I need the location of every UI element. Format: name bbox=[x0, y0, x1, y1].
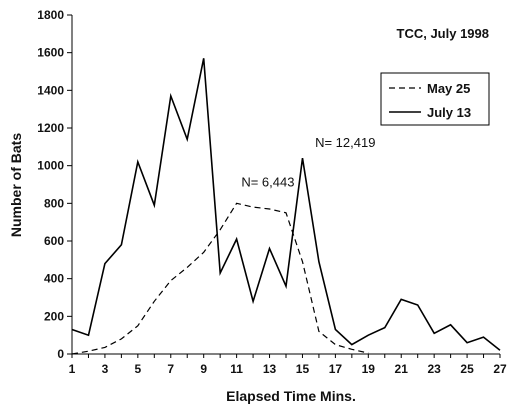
legend-label-may-25: May 25 bbox=[427, 81, 470, 96]
annotation-label: N= 6,443 bbox=[241, 174, 294, 189]
x-tick-label: 23 bbox=[427, 362, 441, 376]
legend-label-july-13: July 13 bbox=[427, 105, 471, 120]
legend-box bbox=[380, 72, 490, 126]
x-tick-label: 3 bbox=[102, 362, 109, 376]
x-axis-label: Elapsed Time Mins. bbox=[226, 388, 356, 404]
series-line-july-13 bbox=[71, 58, 501, 351]
y-tick-label: 200 bbox=[44, 309, 64, 323]
x-tick-label: 9 bbox=[200, 362, 207, 376]
y-tick-label: 0 bbox=[57, 347, 64, 361]
x-tick-label: 19 bbox=[362, 362, 376, 376]
y-tick-label: 1400 bbox=[37, 83, 64, 97]
x-tick-label: 15 bbox=[296, 362, 310, 376]
x-tick-label: 27 bbox=[493, 362, 507, 376]
y-tick-label: 1600 bbox=[37, 46, 64, 60]
x-tick-label: 1 bbox=[69, 362, 76, 376]
y-tick-label: 1800 bbox=[37, 8, 64, 22]
y-tick-label: 1200 bbox=[37, 121, 64, 135]
y-axis-label: Number of Bats bbox=[8, 133, 24, 237]
chart-title: TCC, July 1998 bbox=[397, 26, 490, 41]
x-tick-label: 21 bbox=[395, 362, 409, 376]
x-tick-label: 25 bbox=[460, 362, 474, 376]
y-tick-label: 800 bbox=[44, 196, 64, 210]
x-tick-label: 13 bbox=[263, 362, 277, 376]
y-tick-label: 600 bbox=[44, 234, 64, 248]
x-tick-label: 11 bbox=[230, 362, 243, 376]
series-points-0 bbox=[72, 203, 368, 354]
annotations: N= 6,443 N= 12,419 bbox=[241, 135, 375, 190]
y-tick-label: 1000 bbox=[37, 159, 64, 173]
y-tick-label: 400 bbox=[44, 272, 64, 286]
x-tick-label: 7 bbox=[167, 362, 174, 376]
legend: May 25 July 13 bbox=[380, 72, 490, 126]
series-layer bbox=[71, 58, 501, 355]
x-tick-label: 5 bbox=[135, 362, 142, 376]
annotation-label: N= 12,419 bbox=[315, 135, 375, 150]
series-line-may-25 bbox=[71, 202, 369, 355]
x-tick-label: 17 bbox=[329, 362, 343, 376]
